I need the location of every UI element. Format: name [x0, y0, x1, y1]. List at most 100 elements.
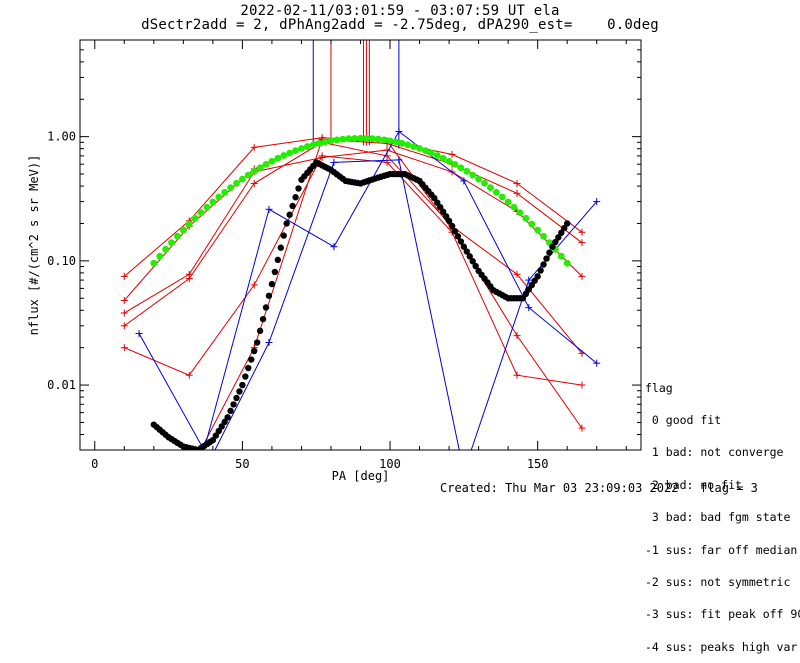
green-fit-dot-3 [168, 239, 175, 246]
legend-title: flag [645, 383, 800, 394]
blue-point-1-2 [265, 339, 272, 346]
green-fit-dot-66 [540, 233, 547, 240]
green-fit-dot-49 [440, 155, 447, 162]
green-fit-dot-44 [410, 143, 417, 150]
black-fit-dot-46 [286, 212, 292, 218]
green-fit-dot-0 [150, 260, 157, 267]
red-point-3-0 [121, 322, 128, 329]
black-fit-dot-35 [254, 339, 260, 345]
green-fit-dot-40 [387, 137, 394, 144]
blue-line-1 [139, 160, 597, 500]
legend-item-6: -3 sus: fit peak off 90 [645, 609, 800, 620]
footer: Created: Thu Mar 03 23:09:03 2022 flag =… [440, 481, 758, 495]
y-axis-label: nflux [#/(cm^2 s sr MeV)] [27, 155, 41, 336]
green-fit-dot-2 [162, 246, 169, 253]
green-fit-dot-34 [351, 135, 358, 142]
green-fit-dot-7 [192, 215, 199, 222]
green-fit-dot-41 [393, 139, 400, 146]
green-fit-dot-22 [280, 152, 287, 159]
legend-item-3: 3 bad: bad fgm state [645, 512, 800, 523]
green-fit-dot-55 [475, 176, 482, 183]
black-fit-dot-31 [242, 373, 248, 379]
green-fit-dot-6 [186, 221, 193, 228]
green-fit-dot-59 [499, 194, 506, 201]
legend-item-0: 0 good fit [645, 415, 800, 426]
red-point-4-2 [251, 281, 258, 288]
red-point-4-6 [513, 372, 520, 379]
green-fit-dot-42 [398, 140, 405, 147]
black-fit-dot-25 [224, 414, 230, 420]
green-fit-dot-8 [198, 209, 205, 216]
x-tick-label-0: 0 [91, 457, 98, 471]
y-tick-label-0: 0.01 [47, 378, 76, 392]
green-fit-dot-27 [310, 141, 317, 148]
black-fit-dot-28 [233, 395, 239, 401]
blue-point-0-0 [136, 330, 143, 337]
green-fit-dot-52 [457, 164, 464, 171]
red-point-0-5 [449, 151, 456, 158]
red-point-5-6 [513, 332, 520, 339]
green-fit-dot-15 [239, 176, 246, 183]
x-axis-label: PA [deg] [332, 469, 390, 483]
green-fit-dot-21 [274, 155, 281, 162]
green-fit-dot-30 [328, 137, 335, 144]
red-point-2-0 [121, 310, 128, 317]
legend-item-7: -4 sus: peaks high var [645, 642, 800, 653]
black-fit-dot-32 [245, 365, 251, 371]
black-fit-dot-48 [292, 194, 298, 200]
green-fit-dot-57 [487, 184, 494, 191]
green-fit-dot-33 [345, 135, 352, 142]
green-fit-dot-54 [469, 172, 476, 179]
black-fit-dot-134 [546, 249, 552, 255]
created-timestamp: Created: Thu Mar 03 23:09:03 2022 [440, 481, 678, 495]
green-fit-dot-18 [257, 164, 264, 171]
black-fit-dot-36 [257, 328, 263, 334]
green-fit-dot-36 [363, 135, 370, 142]
green-fit-dot-28 [316, 140, 323, 147]
green-fit-dot-69 [558, 253, 565, 260]
axes-layer: 0 50 100 150 PA [deg] 0.01 0.10 1.00 nflux [#/(c… [27, 40, 641, 483]
green-fit-dot-19 [263, 161, 270, 168]
series-layer [121, 40, 600, 500]
green-fit-dot-29 [322, 139, 329, 146]
black-fit-dot-37 [260, 316, 266, 322]
black-fit-dot-26 [227, 408, 233, 414]
black-fit-dot-38 [263, 304, 269, 310]
red-point-4-7 [578, 382, 585, 389]
green-fit-dot-13 [227, 184, 234, 191]
flag-value: flag = 3 [700, 481, 758, 495]
green-fit-dot-65 [534, 227, 541, 234]
y-tick-label-1: 0.10 [47, 254, 76, 268]
green-fit-dot-43 [404, 141, 411, 148]
y-tick-label-2: 1.00 [47, 130, 76, 144]
red-point-5-7 [578, 425, 585, 432]
green-fit-dot-64 [528, 221, 535, 228]
flag-legend: flag 0 good fit 1 bad: not converge 2 ba… [645, 361, 800, 663]
x-tick-label-150: 150 [527, 457, 549, 471]
black-fit-dot-132 [540, 261, 546, 267]
black-fit-dot-49 [295, 185, 301, 191]
blue-point-0-3 [330, 243, 337, 250]
black-fit-dot-45 [283, 220, 289, 226]
green-fit-dot-9 [204, 204, 211, 211]
green-fit-dot-5 [180, 227, 187, 234]
green-fit-dot-37 [369, 135, 376, 142]
green-fit-dot-56 [481, 180, 488, 187]
red-line-3 [124, 142, 582, 353]
blue-point-1-3 [330, 159, 337, 166]
green-fit-dot-31 [333, 137, 340, 144]
black-fit-dot-30 [239, 382, 245, 388]
black-fit-dot-29 [236, 388, 242, 394]
green-fit-dot-61 [511, 204, 518, 211]
green-fit-dot-50 [446, 158, 453, 165]
black-fit-dot-131 [537, 267, 543, 273]
legend-item-4: -1 sus: far off median [645, 545, 800, 556]
legend-item-5: -2 sus: not symmetric [645, 577, 800, 588]
green-fit-dot-14 [233, 180, 240, 187]
green-fit-dot-62 [517, 209, 524, 216]
red-point-4-1 [186, 372, 193, 379]
green-fit-dot-51 [452, 161, 459, 168]
red-point-5-1 [186, 468, 193, 475]
green-fit-dot-32 [339, 136, 346, 143]
red-line-4 [124, 156, 582, 385]
